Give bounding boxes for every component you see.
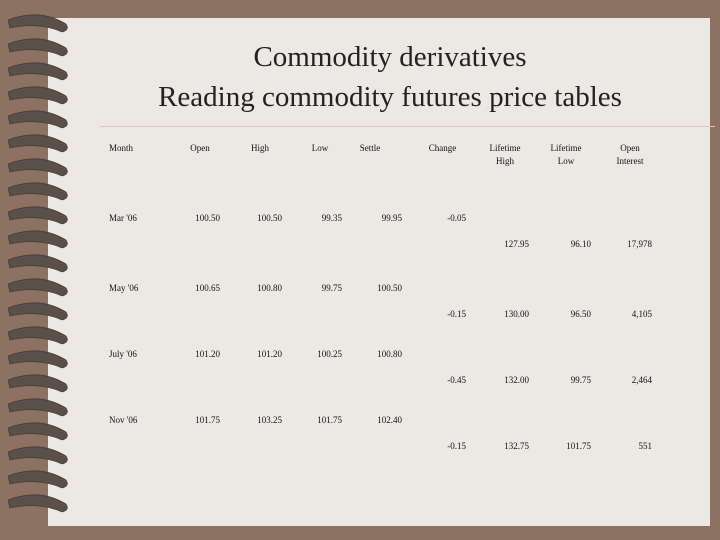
row-settle: 102.40 [377, 415, 402, 425]
row-change: -0.05 [447, 213, 466, 223]
row-low: 101.75 [317, 415, 342, 425]
row-lifetime-high: 130.00 [504, 309, 529, 319]
header-month: Month [109, 143, 134, 153]
row-open: 100.65 [195, 283, 220, 293]
row-open-interest: 17,978 [627, 239, 652, 249]
row-month: Mar '06 [109, 213, 137, 223]
row-change: -0.15 [447, 309, 466, 319]
slide-title-line-2: Reading commodity futures price tables [158, 81, 622, 113]
row-high: 100.50 [257, 213, 282, 223]
row-month: July '06 [109, 349, 137, 359]
slide-title-line-1: Commodity derivatives [253, 41, 527, 73]
row-open: 101.75 [195, 415, 220, 425]
row-high: 101.20 [257, 349, 282, 359]
row-settle: 100.80 [377, 349, 402, 359]
row-low: 99.35 [321, 213, 342, 223]
row-open: 101.20 [195, 349, 220, 359]
row-lifetime-low: 99.75 [570, 375, 591, 385]
header-change: Change [428, 143, 457, 153]
header-lifetime-low-line-2: Low [557, 156, 575, 166]
row-change: -0.45 [447, 375, 466, 385]
row-open-interest: 2,464 [631, 375, 652, 385]
row-low: 99.75 [321, 283, 342, 293]
row-change: -0.15 [447, 441, 466, 451]
header-lifetime-high-line-1: Lifetime [489, 143, 521, 153]
row-low: 100.25 [317, 349, 342, 359]
row-open: 100.50 [195, 213, 220, 223]
header-lifetime-high-line-2: High [496, 156, 514, 166]
row-open-interest: 4,105 [631, 309, 652, 319]
spiral-binding [7, 14, 68, 513]
header-lifetime-low-line-1: Lifetime [550, 143, 582, 153]
row-lifetime-high: 127.95 [504, 239, 529, 249]
row-lifetime-low: 101.75 [566, 441, 591, 451]
header-open-interest-line-1: Open [620, 143, 640, 153]
row-lifetime-high: 132.00 [504, 375, 529, 385]
header-settle: Settle [359, 143, 381, 153]
header-low: Low [311, 143, 329, 153]
row-month: Nov '06 [109, 415, 138, 425]
row-month: May '06 [109, 283, 139, 293]
header-high: High [251, 143, 269, 153]
row-settle: 100.50 [377, 283, 402, 293]
title-divider [100, 126, 715, 127]
row-open-interest: 551 [638, 441, 653, 451]
row-lifetime-low: 96.10 [570, 239, 591, 249]
row-high: 103.25 [257, 415, 282, 425]
header-open-interest-line-2: Interest [616, 156, 644, 166]
row-lifetime-low: 96.50 [570, 309, 591, 319]
row-high: 100.80 [257, 283, 282, 293]
header-open: Open [190, 143, 210, 153]
row-lifetime-high: 132.75 [504, 441, 529, 451]
notebook-paper [48, 18, 710, 526]
row-settle: 99.95 [381, 213, 402, 223]
